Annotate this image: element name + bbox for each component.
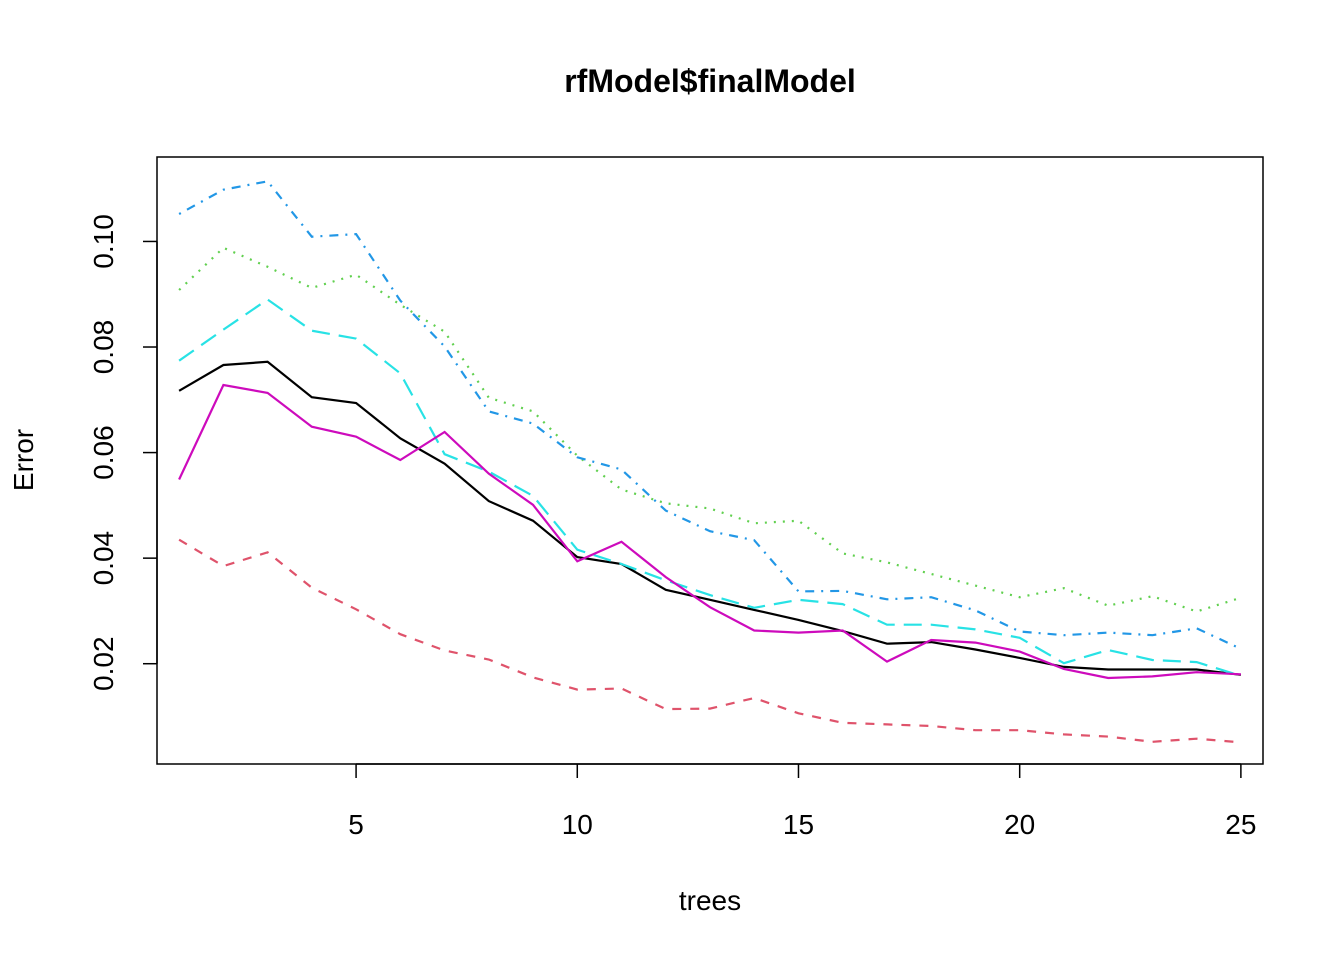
series-line-5: [178, 298, 1242, 677]
series-line-4: [178, 180, 1242, 650]
y-tick-label: 0.10: [88, 214, 119, 269]
y-tick-label: 0.06: [88, 425, 119, 480]
series-line-2: [178, 538, 1241, 744]
x-tick-label: 15: [783, 809, 814, 840]
x-tick-label: 10: [562, 809, 593, 840]
series-layer: [178, 180, 1242, 744]
x-tick-label: 20: [1004, 809, 1035, 840]
x-axis: 5 10 15 20 25: [348, 763, 1256, 840]
plot-area-frame: [156, 156, 1264, 765]
y-tick-label: 0.02: [88, 636, 119, 691]
y-axis: 0.02 0.04 0.06 0.08 0.10: [88, 214, 158, 691]
chart-title: rfModel$finalModel: [564, 63, 856, 99]
y-axis-label: Error: [8, 429, 39, 491]
series-line-1: [178, 360, 1242, 676]
x-axis-label: trees: [679, 885, 741, 916]
y-tick-label: 0.04: [88, 531, 119, 586]
x-tick-label: 25: [1225, 809, 1256, 840]
x-tick-label: 5: [348, 809, 364, 840]
series-line-6: [178, 383, 1241, 680]
series-line-3: [178, 246, 1242, 613]
y-tick-label: 0.08: [88, 320, 119, 375]
